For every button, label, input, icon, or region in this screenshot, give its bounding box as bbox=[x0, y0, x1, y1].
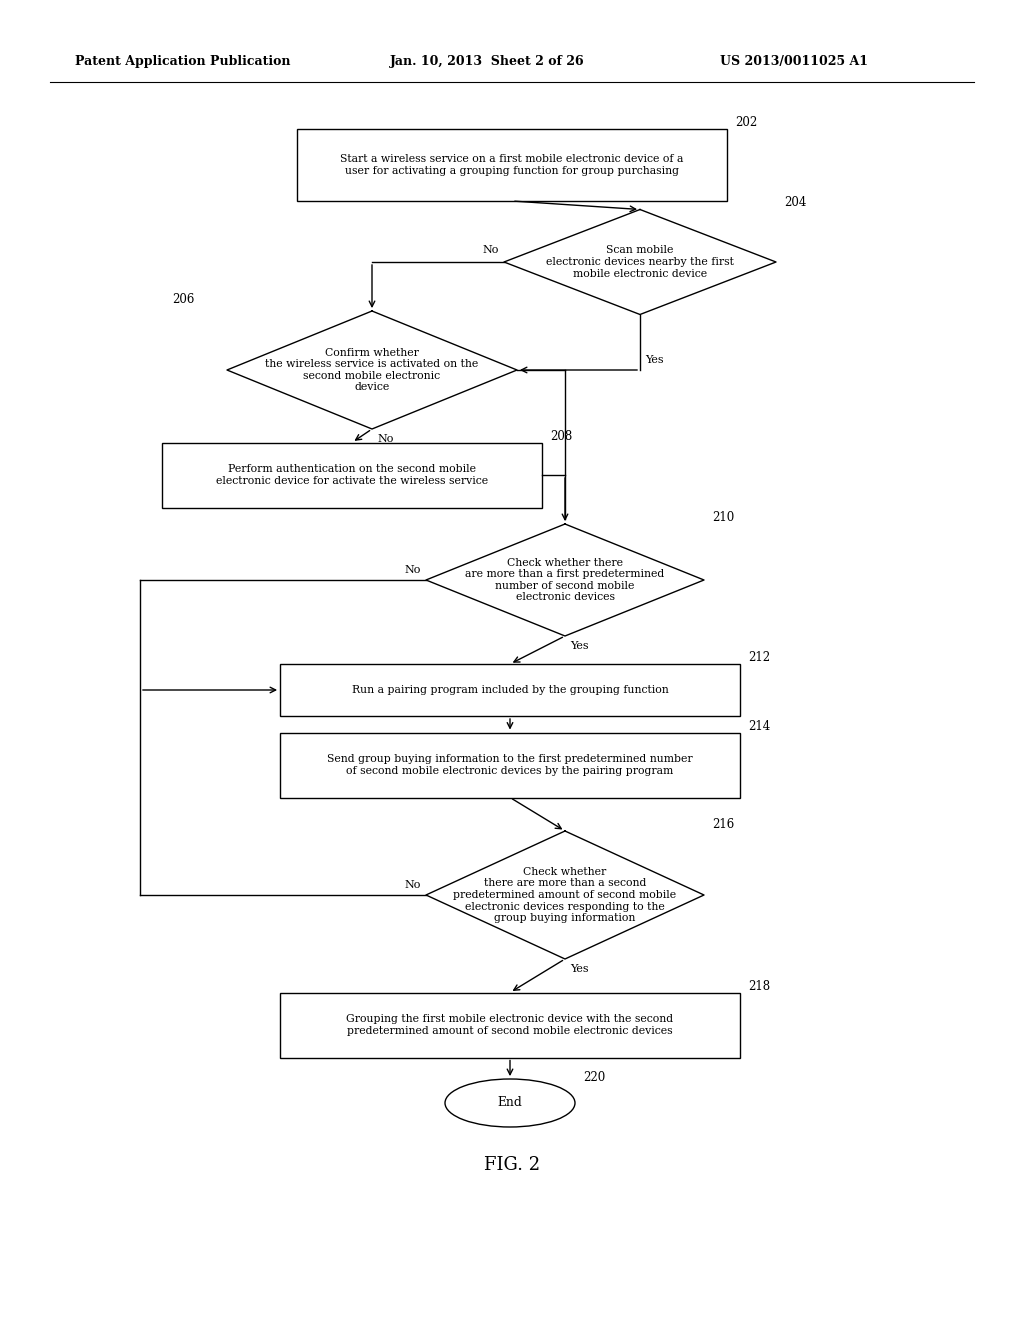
Text: 206: 206 bbox=[172, 293, 195, 306]
Text: No: No bbox=[482, 246, 499, 255]
Text: No: No bbox=[404, 880, 421, 890]
Text: 220: 220 bbox=[583, 1071, 605, 1084]
Text: 216: 216 bbox=[712, 818, 734, 832]
Text: 210: 210 bbox=[712, 511, 734, 524]
Text: FIG. 2: FIG. 2 bbox=[484, 1156, 540, 1173]
Text: Scan mobile
electronic devices nearby the first
mobile electronic device: Scan mobile electronic devices nearby th… bbox=[546, 246, 734, 279]
Text: Jan. 10, 2013  Sheet 2 of 26: Jan. 10, 2013 Sheet 2 of 26 bbox=[390, 55, 585, 69]
Text: 202: 202 bbox=[735, 116, 758, 129]
FancyBboxPatch shape bbox=[162, 442, 542, 507]
Text: Yes: Yes bbox=[570, 964, 589, 974]
Text: 218: 218 bbox=[748, 979, 770, 993]
Text: 214: 214 bbox=[748, 719, 770, 733]
Text: Check whether there
are more than a first predetermined
number of second mobile
: Check whether there are more than a firs… bbox=[465, 557, 665, 602]
Text: Yes: Yes bbox=[570, 642, 589, 651]
Text: US 2013/0011025 A1: US 2013/0011025 A1 bbox=[720, 55, 868, 69]
Text: Grouping the first mobile electronic device with the second
predetermined amount: Grouping the first mobile electronic dev… bbox=[346, 1014, 674, 1036]
FancyBboxPatch shape bbox=[297, 129, 727, 201]
Text: Send group buying information to the first predetermined number
of second mobile: Send group buying information to the fir… bbox=[328, 754, 693, 776]
Text: No: No bbox=[404, 565, 421, 576]
Text: 204: 204 bbox=[784, 197, 806, 210]
Text: Patent Application Publication: Patent Application Publication bbox=[75, 55, 291, 69]
Text: 212: 212 bbox=[748, 651, 770, 664]
Text: Start a wireless service on a first mobile electronic device of a
user for activ: Start a wireless service on a first mobi… bbox=[340, 154, 684, 176]
Text: Confirm whether
the wireless service is activated on the
second mobile electroni: Confirm whether the wireless service is … bbox=[265, 347, 478, 392]
Text: Perform authentication on the second mobile
electronic device for activate the w: Perform authentication on the second mob… bbox=[216, 465, 488, 486]
Text: End: End bbox=[498, 1097, 522, 1110]
Text: Yes: Yes bbox=[645, 355, 664, 366]
Text: No: No bbox=[377, 434, 393, 444]
Text: Check whether
there are more than a second
predetermined amount of second mobile: Check whether there are more than a seco… bbox=[454, 867, 677, 923]
Ellipse shape bbox=[445, 1078, 575, 1127]
Text: Run a pairing program included by the grouping function: Run a pairing program included by the gr… bbox=[351, 685, 669, 696]
Text: 208: 208 bbox=[550, 429, 572, 442]
FancyBboxPatch shape bbox=[280, 733, 740, 797]
FancyBboxPatch shape bbox=[280, 664, 740, 715]
FancyBboxPatch shape bbox=[280, 993, 740, 1057]
